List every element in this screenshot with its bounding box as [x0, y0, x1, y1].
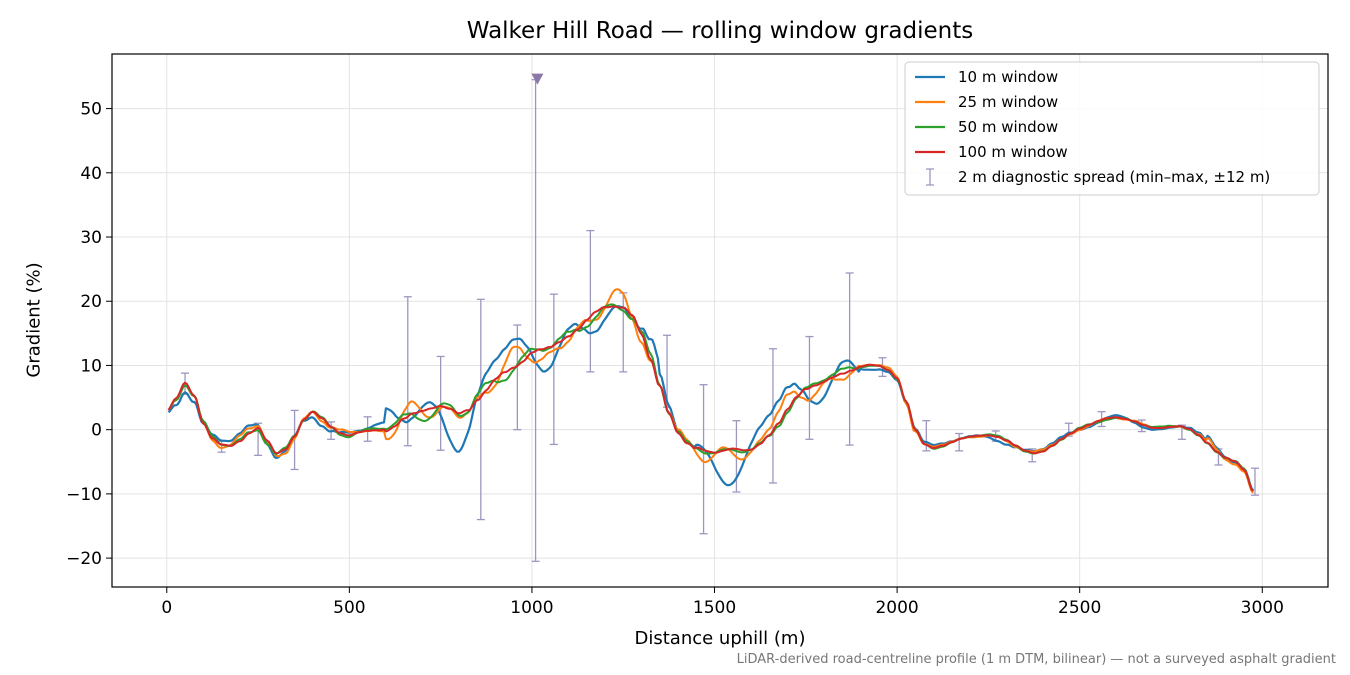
- y-tick-label: 30: [80, 228, 102, 248]
- x-tick-label: 500: [333, 598, 365, 618]
- outlier-marker: [531, 73, 544, 85]
- y-axis-label: Gradient (%): [23, 262, 45, 378]
- x-tick-label: 3000: [1241, 598, 1284, 618]
- y-tick-label: 50: [80, 100, 102, 120]
- y-tick-label: 0: [91, 421, 102, 441]
- y-tick-label: 20: [80, 292, 102, 312]
- y-tick-label: −10: [66, 485, 102, 505]
- x-tick-label: 2500: [1058, 598, 1101, 618]
- y-tick-label: 10: [80, 356, 102, 376]
- legend-box: [904, 61, 1320, 196]
- triangle-down-marker: [531, 73, 544, 85]
- series-line: [167, 288, 1254, 494]
- legend-label: 25 m window: [958, 93, 1058, 111]
- series-line: [167, 305, 1255, 492]
- axis-ticks: 0 500 1000 1500 2000 2500 3000 −20 −10 0 10 20 30 40 5…: [66, 100, 1284, 618]
- footnote: LiDAR-derived road-centreline profile (1…: [736, 652, 1336, 667]
- x-tick-label: 1000: [510, 598, 553, 618]
- x-axis-label: Distance uphill (m): [634, 628, 806, 649]
- legend-label: 50 m window: [958, 118, 1058, 136]
- chart-title: Walker Hill Road — rolling window gradie…: [466, 18, 974, 44]
- legend-label: 100 m window: [958, 143, 1068, 161]
- series-line: [167, 305, 1254, 492]
- plot-frame: [111, 53, 1329, 588]
- legend-label: 2 m diagnostic spread (min–max, ±12 m): [958, 168, 1270, 186]
- x-tick-label: 2000: [875, 598, 918, 618]
- x-tick-label: 0: [161, 598, 172, 618]
- legend: 10 m window 25 m window 50 m window 100 m w…: [904, 61, 1320, 196]
- x-tick-label: 1500: [693, 598, 736, 618]
- y-tick-label: −20: [66, 549, 102, 569]
- y-tick-label: 40: [80, 164, 102, 184]
- series-line: [167, 303, 1254, 492]
- series-lines: [167, 288, 1255, 494]
- legend-label: 10 m window: [958, 68, 1058, 86]
